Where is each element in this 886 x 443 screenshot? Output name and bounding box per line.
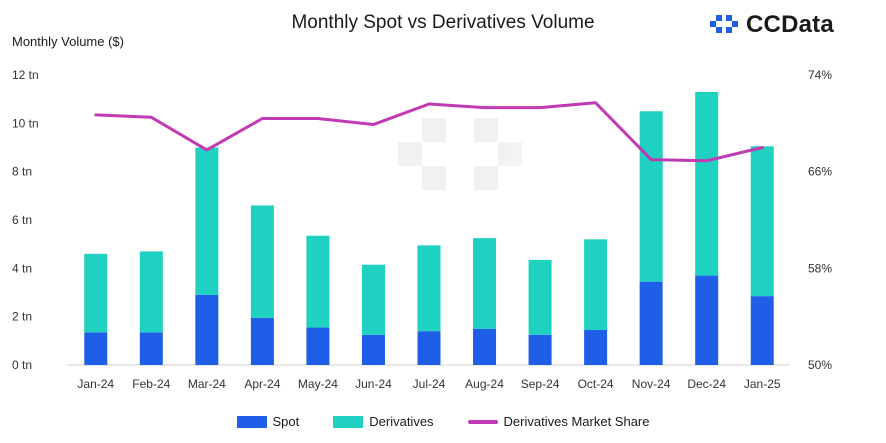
bar-derivatives-mar-24 [195, 147, 219, 295]
bar-derivatives-oct-24 [584, 239, 608, 330]
y-tick-label: 2 tn [12, 310, 32, 324]
x-tick-label: Dec-24 [687, 377, 726, 391]
x-tick-label: Jan-25 [744, 377, 781, 391]
bar-derivatives-jul-24 [417, 245, 441, 332]
x-tick-label: Oct-24 [578, 377, 614, 391]
legend-swatch-spot [236, 415, 267, 428]
y-tick-label: 8 tn [12, 165, 32, 179]
chart-title: Monthly Spot vs Derivatives Volume [291, 12, 595, 33]
bar-derivatives-may-24 [306, 235, 330, 328]
brand-logo: CCData [708, 10, 834, 40]
bar-spot-nov-24 [639, 281, 663, 365]
bar-derivatives-jan-25 [750, 146, 774, 297]
legend-item-derivatives: Derivatives [333, 414, 434, 429]
legend-swatch-derivatives [333, 415, 364, 428]
bar-spot-sep-24 [528, 334, 552, 365]
x-tick-label: May-24 [298, 377, 338, 391]
bar-spot-oct-24 [584, 329, 608, 365]
bar-derivatives-aug-24 [473, 238, 497, 329]
x-tick-label: Sep-24 [521, 377, 560, 391]
bar-spot-feb-24 [139, 332, 163, 365]
legend-label-spot: Spot [272, 414, 300, 429]
ccdata-logo-icon [710, 15, 738, 33]
brand-name: CCData [746, 11, 834, 38]
x-tick-label: Jun-24 [355, 377, 392, 391]
bar-spot-jan-24 [84, 332, 108, 365]
bar-derivatives-jun-24 [361, 264, 385, 335]
bar-spot-jan-25 [750, 296, 774, 365]
legend-item-market-share: Derivatives Market Share [467, 414, 650, 429]
y-tick-label: 12 tn [12, 68, 39, 82]
market-share-line [94, 101, 764, 163]
bar-spot-jul-24 [417, 331, 441, 365]
y-tick-label: 4 tn [12, 261, 32, 275]
x-tick-label: Mar-24 [188, 377, 226, 391]
x-tick-label: Nov-24 [632, 377, 671, 391]
bar-spot-apr-24 [250, 317, 274, 365]
y-right-tick-label: 74% [808, 68, 832, 82]
y-tick-label: 10 tn [12, 116, 39, 130]
legend-label-derivatives: Derivatives [369, 414, 434, 429]
bar-spot-jun-24 [361, 334, 385, 365]
bar-derivatives-dec-24 [695, 91, 719, 276]
y-right-tick-label: 58% [808, 261, 832, 275]
watermark [398, 118, 522, 190]
bar-derivatives-nov-24 [639, 111, 663, 282]
y-tick-label: 0 tn [12, 358, 32, 372]
y-right-tick-label: 50% [808, 358, 832, 372]
line-derivatives-market-share [94, 101, 764, 163]
y-right-tick-label: 66% [808, 165, 832, 179]
x-tick-label: Apr-24 [244, 377, 280, 391]
bar-spot-may-24 [306, 327, 330, 365]
bar-spot-dec-24 [695, 275, 719, 365]
bar-derivatives-apr-24 [250, 205, 274, 318]
tick-labels: 0 tn 2 tn 4 tn 6 tn 8 tn 10 tn 12 tn 50% 58% 66% 7… [12, 68, 832, 391]
x-tick-label: Aug-24 [465, 377, 504, 391]
x-tick-label: Jul-24 [413, 377, 446, 391]
bar-spot-mar-24 [195, 294, 219, 365]
legend-item-spot: Spot [236, 414, 300, 429]
bar-spot-aug-24 [473, 328, 497, 365]
bar-derivatives-sep-24 [528, 259, 552, 335]
bar-derivatives-feb-24 [139, 251, 163, 333]
legend-label-market-share: Derivatives Market Share [503, 414, 650, 429]
x-tick-label: Jan-24 [77, 377, 114, 391]
y-axis-title: Monthly Volume ($) [12, 34, 124, 49]
legend: Spot Derivatives Derivatives Market Shar… [0, 414, 886, 429]
bar-derivatives-jan-24 [84, 253, 108, 333]
x-tick-label: Feb-24 [132, 377, 170, 391]
legend-swatch-market-share [467, 419, 498, 424]
y-tick-label: 6 tn [12, 213, 32, 227]
